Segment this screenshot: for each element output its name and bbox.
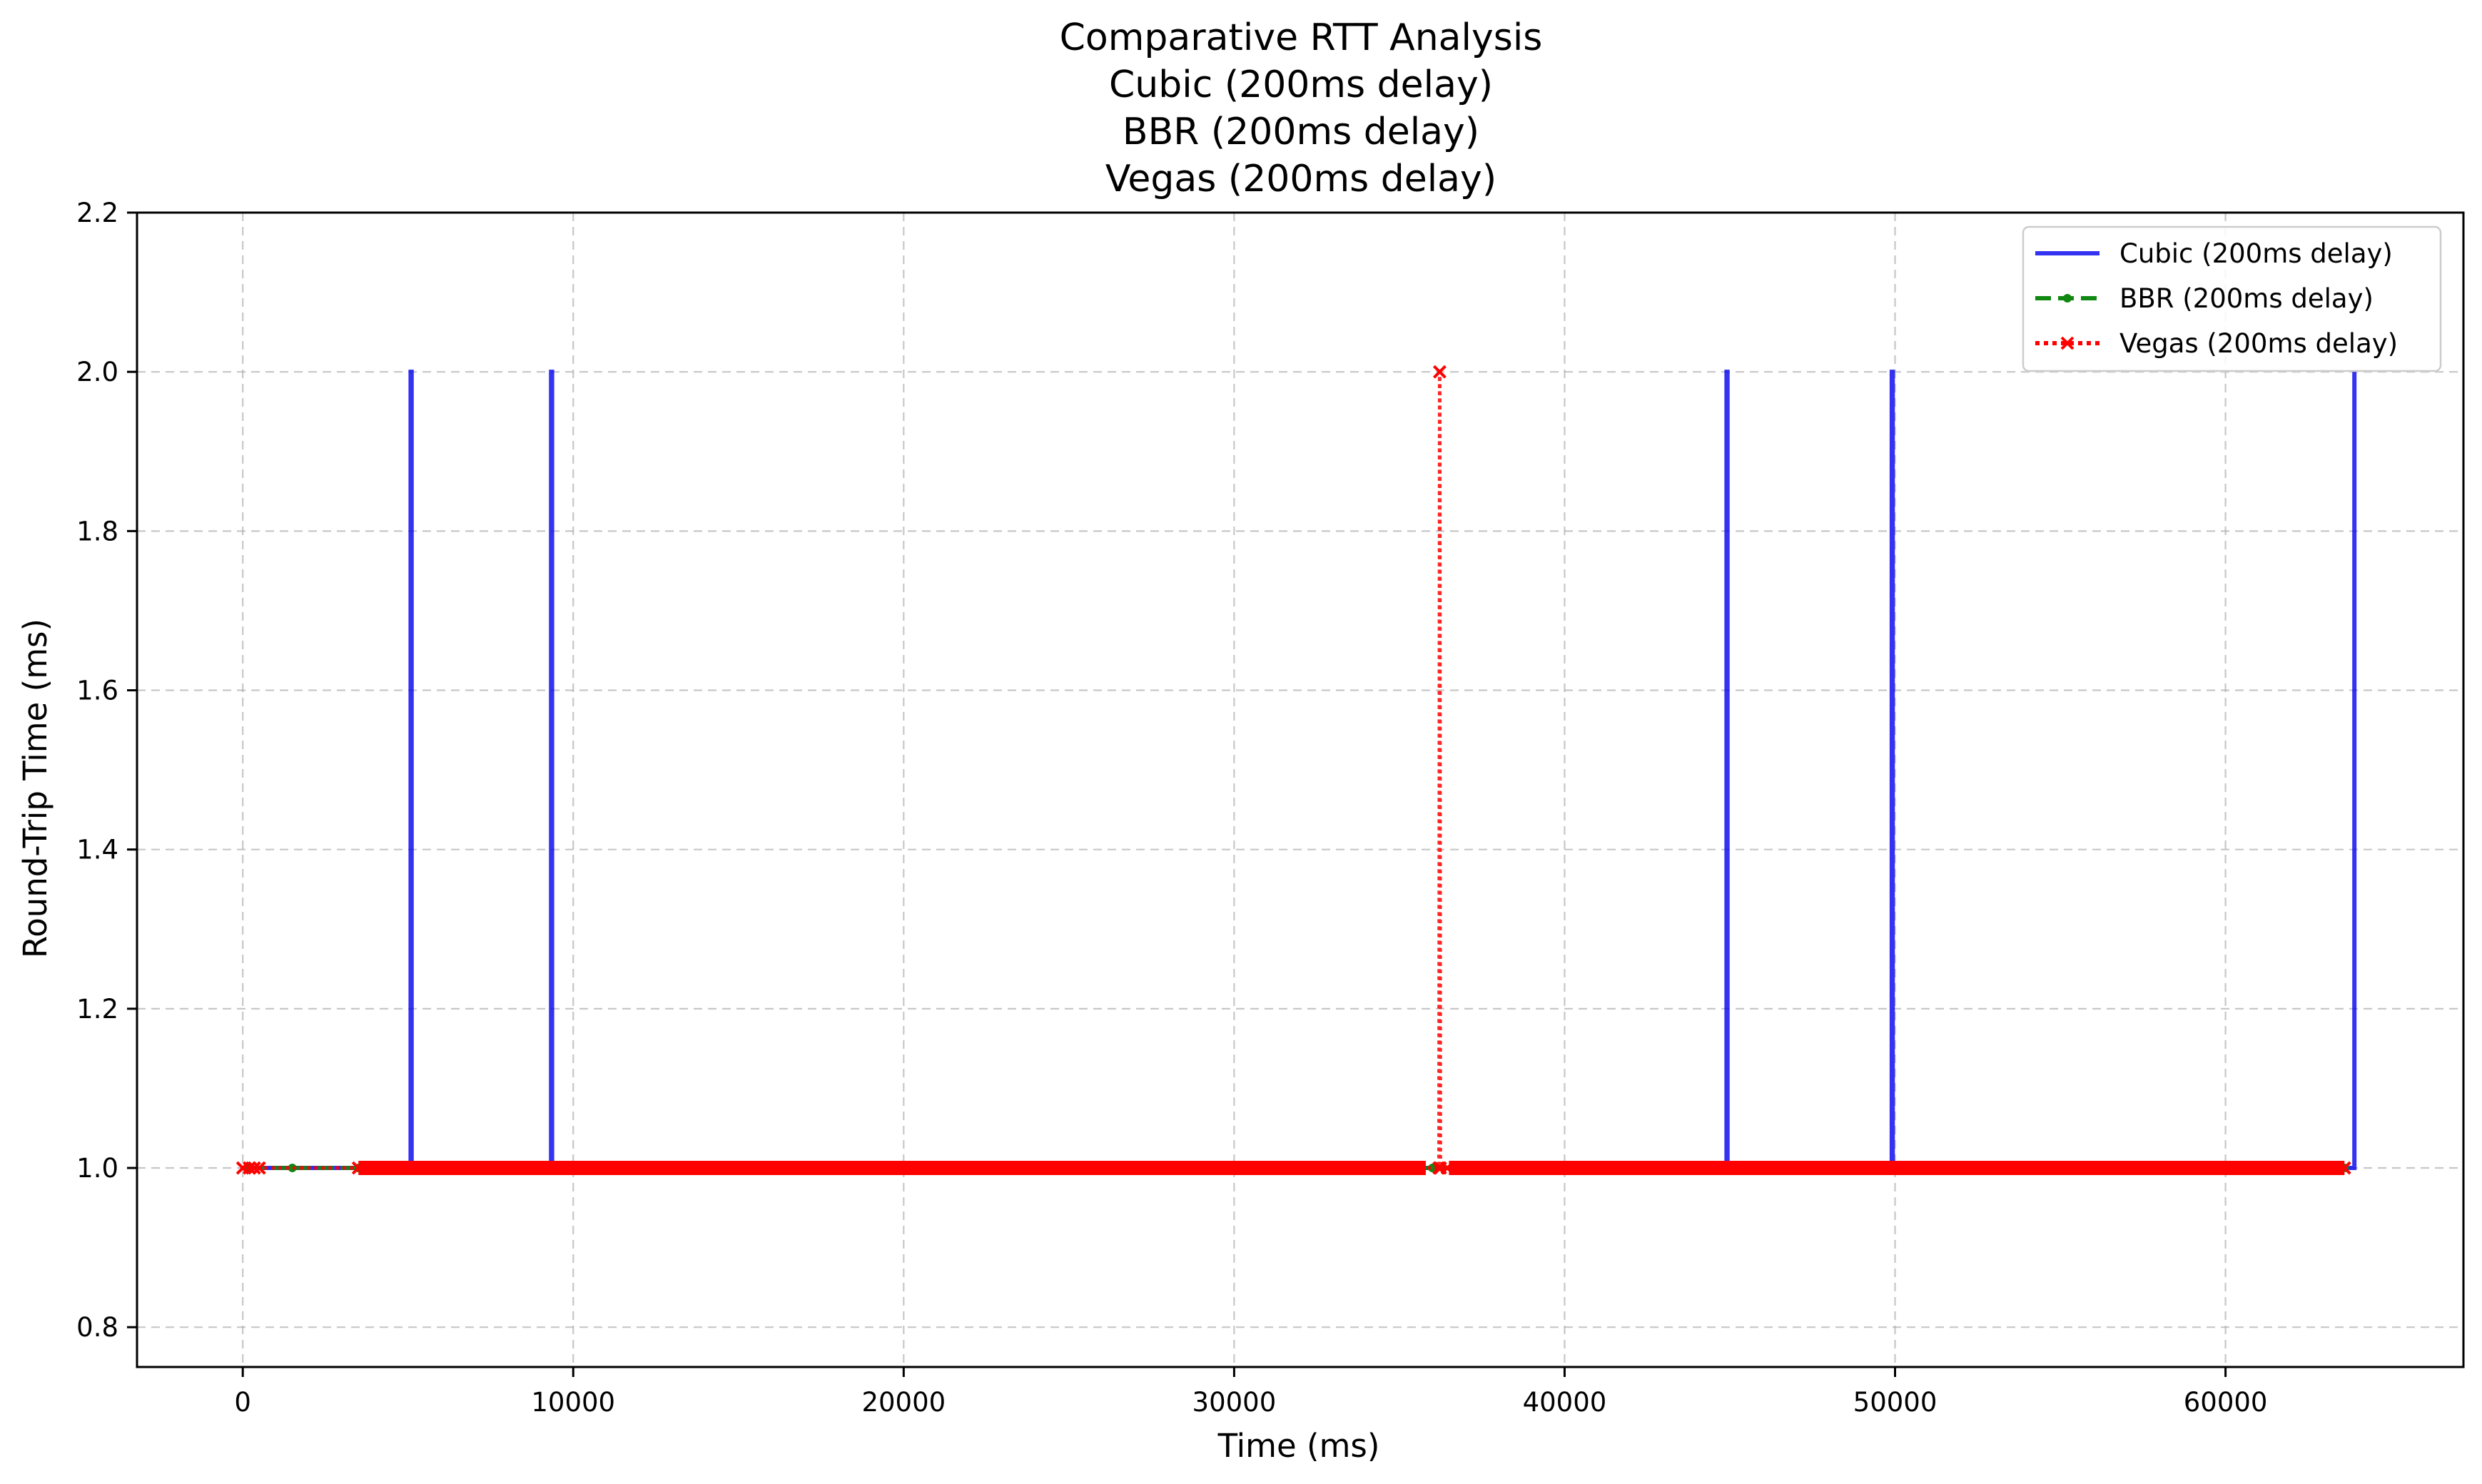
- title-line-1: Comparative RTT Analysis: [1060, 16, 1543, 59]
- y-tick-label: 2.0: [76, 357, 118, 387]
- vegas-point: [1433, 365, 1447, 379]
- title-line-4: Vegas (200ms delay): [1105, 158, 1496, 200]
- vegas-point: [1440, 1161, 1454, 1175]
- legend: Cubic (200ms delay) BBR (200ms delay) Ve…: [2022, 225, 2442, 372]
- legend-marker-vegas: [2060, 336, 2075, 350]
- legend-label-vegas: Vegas (200ms delay): [2119, 328, 2398, 359]
- vegas-point-stroke: [252, 1161, 266, 1175]
- title-line-3: BBR (200ms delay): [1123, 111, 1479, 153]
- legend-box: [2022, 225, 2442, 372]
- bbr-point: [1428, 1164, 1437, 1173]
- legend-label-bbr: BBR (200ms delay): [2119, 283, 2374, 314]
- vegas-point-stroke: [243, 1161, 256, 1175]
- x-tick-label: 0: [234, 1387, 251, 1418]
- x-tick-label: 40000: [1523, 1387, 1607, 1418]
- vegas-point-stroke: [351, 1161, 365, 1175]
- x-tick-label: 20000: [861, 1387, 946, 1418]
- y-tick-label: 1.8: [76, 516, 118, 547]
- title-line-2: Cubic (200ms delay): [1109, 63, 1493, 106]
- x-tick-label: 50000: [1853, 1387, 1938, 1418]
- vegas-point-stroke: [1440, 1161, 1454, 1175]
- y-tick-label: 1.2: [76, 994, 118, 1025]
- vegas-point: [243, 1161, 256, 1175]
- x-tick-label: 30000: [1192, 1387, 1277, 1418]
- grid: [137, 211, 2463, 1367]
- y-tick-label: 1.0: [76, 1153, 118, 1184]
- vegas-point: [252, 1161, 266, 1175]
- y-tick-label: 1.4: [76, 835, 118, 865]
- x-tick-label: 10000: [531, 1387, 615, 1418]
- series-layer: [235, 365, 2357, 1176]
- vegas-point: [247, 1161, 261, 1175]
- vegas-point-stroke: [1433, 365, 1447, 379]
- legend-label-cubic: Cubic (200ms delay): [2119, 238, 2393, 269]
- chart-title: Comparative RTT Analysis Cubic (200ms de…: [1060, 16, 1543, 200]
- series-line-vegas: [243, 372, 2345, 1170]
- y-tick-label: 2.2: [76, 198, 118, 228]
- x-axis-label: Time (ms): [1217, 1427, 1380, 1465]
- bbr-point: [288, 1164, 297, 1173]
- legend-marker-bbr: [2063, 294, 2072, 303]
- vegas-point-stroke: [2337, 1161, 2351, 1175]
- vegas-point: [351, 1161, 365, 1175]
- x-tick-label: 60000: [2184, 1387, 2268, 1418]
- vegas-point-stroke: [247, 1161, 261, 1175]
- axis-ticks: 0 10000 20000 30000 40000 50000 60000 0.8 1.0 1.2…: [76, 198, 2267, 1418]
- y-axis-label: Round-Trip Time (ms): [16, 619, 54, 958]
- plot-frame: [136, 211, 2465, 1368]
- y-tick-label: 1.6: [76, 676, 118, 706]
- y-tick-label: 0.8: [76, 1312, 118, 1343]
- vegas-point: [2337, 1161, 2351, 1175]
